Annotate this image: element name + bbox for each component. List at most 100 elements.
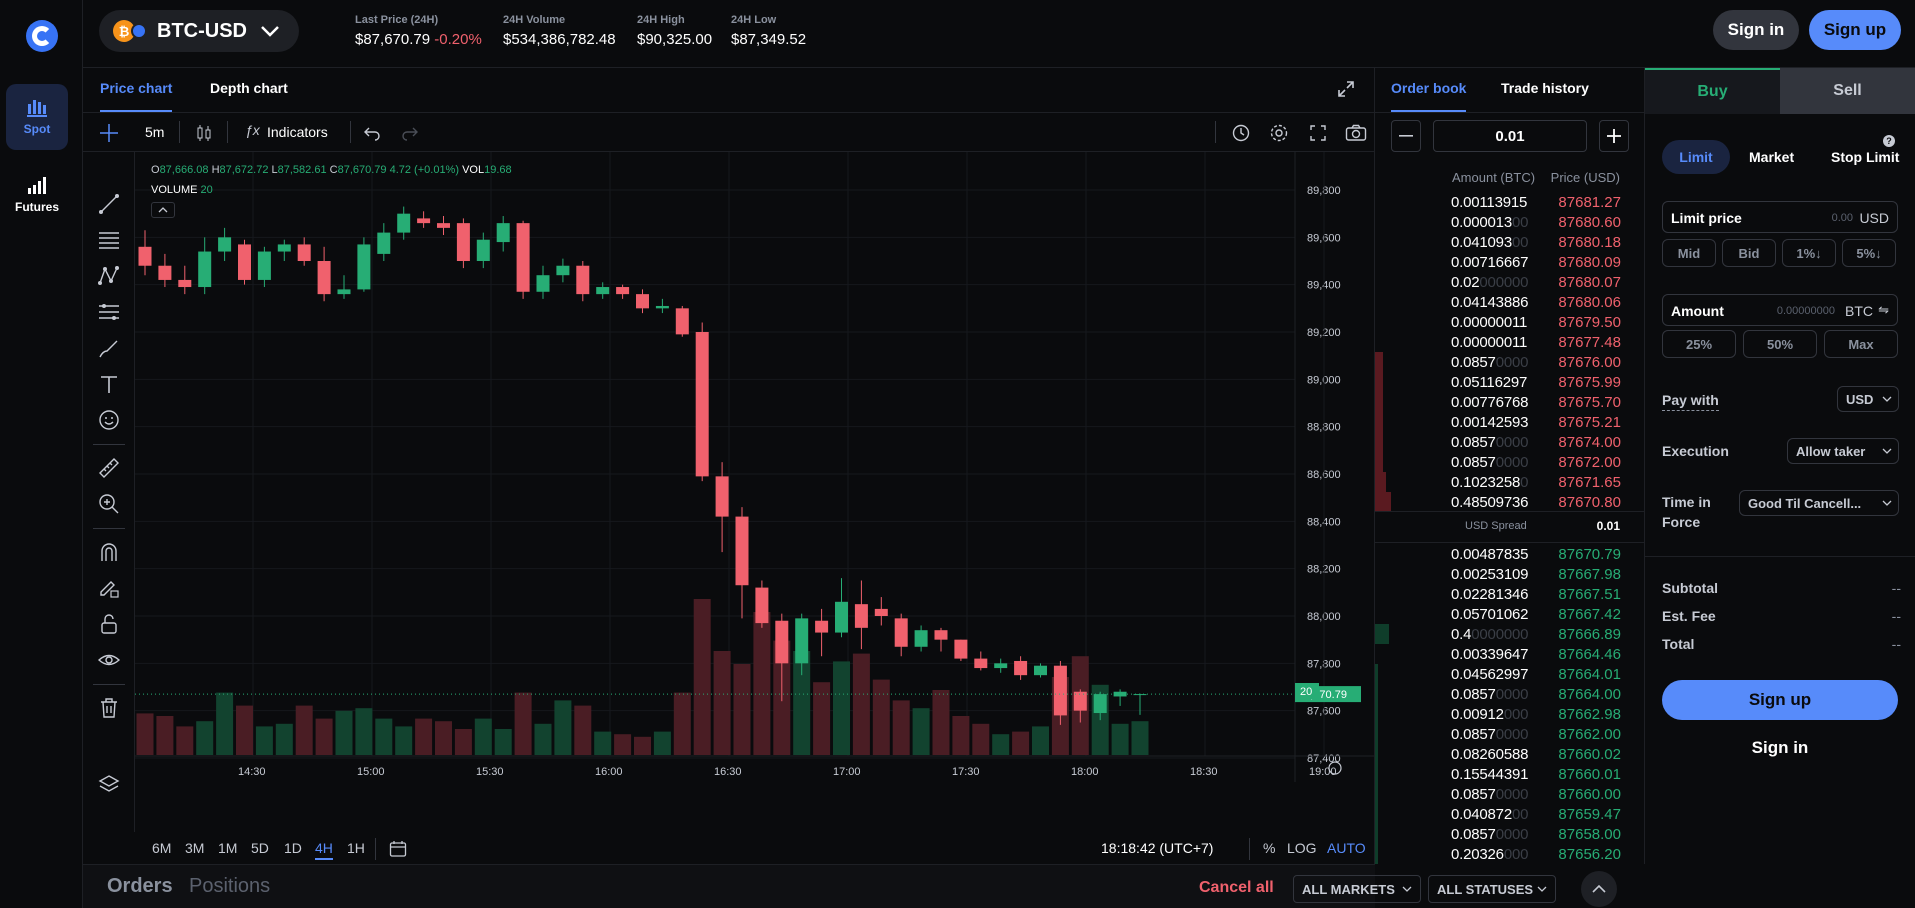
nav-spot[interactable]: Spot [6,84,68,150]
buy-tab[interactable]: Buy [1645,68,1780,114]
orderbook-row[interactable]: 0.20326000 87656.20 [1375,844,1645,864]
orderbook-row[interactable]: 0.48509736 87670.80 [1375,492,1645,512]
price-chart[interactable]: 89,800 89,600 89,400 89,200 89,000 88,800 88,6… [135,152,1375,782]
orderbook-row[interactable]: 0.04087200 87659.47 [1375,804,1645,824]
zoom-in-icon[interactable] [97,492,121,516]
calendar-range-icon[interactable] [389,840,407,858]
amount-25-button[interactable]: 25% [1662,330,1736,358]
horizontal-lines-icon[interactable] [97,228,121,252]
orderbook-row[interactable]: 0.10232580 87671.65 [1375,472,1645,492]
sell-tab[interactable]: Sell [1780,68,1915,114]
tab-order-book[interactable]: Order book [1391,80,1467,112]
tab-trade-history[interactable]: Trade history [1501,80,1589,96]
orderbook-row[interactable]: 0.08570000 87658.00 [1375,824,1645,844]
step-value[interactable]: 0.01 [1433,120,1587,152]
fullscreen-icon[interactable] [1309,124,1327,142]
orderbook-row[interactable]: 0.08260588 87660.02 [1375,744,1645,764]
orderbook-row[interactable]: 0.08570000 87674.00 [1375,432,1645,452]
trade-sign-in-button[interactable]: Sign in [1751,738,1809,757]
sign-up-button[interactable]: Sign up [1809,10,1901,50]
eye-icon[interactable] [97,648,121,672]
orderbook-row[interactable]: 0.00776768 87675.70 [1375,392,1645,412]
alert-clock-icon[interactable] [1231,123,1251,143]
orderbook-row[interactable]: 0.04562997 87664.01 [1375,664,1645,684]
pair-selector[interactable]: ₿ BTC-USD [99,10,299,52]
orderbook-row[interactable]: 0.00253109 87667.98 [1375,564,1645,584]
interval-button[interactable]: 5m [145,124,165,140]
orderbook-row[interactable]: 0.08570000 87672.00 [1375,452,1645,472]
orderbook-row[interactable]: 0.08570000 87664.00 [1375,684,1645,704]
amount-50-button[interactable]: 50% [1743,330,1817,358]
order-type-limit[interactable]: Limit [1662,140,1730,174]
orderbook-row[interactable]: 0.00912000 87662.98 [1375,704,1645,724]
redo-icon[interactable] [401,125,419,141]
cancel-all-button[interactable]: Cancel all [1199,879,1274,896]
limit-price-field[interactable]: Limit price 0.00 USD [1662,201,1898,233]
collapse-legend-button[interactable] [151,202,175,218]
trend-line-icon[interactable] [97,192,121,216]
tab-depth-chart[interactable]: Depth chart [210,80,288,96]
order-type-stop-limit[interactable]: Stop Limit [1831,149,1900,165]
price-bid-button[interactable]: Bid [1722,239,1776,267]
auto-toggle[interactable]: AUTO [1327,840,1366,856]
price-1pct-button[interactable]: 1%↓ [1782,239,1836,267]
sign-in-button[interactable]: Sign in [1713,10,1799,50]
pattern-icon[interactable] [97,264,121,288]
orderbook-row[interactable]: 0.05116297 87675.99 [1375,372,1645,392]
orderbook-row[interactable]: 0.00487835 87670.79 [1375,544,1645,564]
candlestick-chart-svg[interactable]: 89,80089,60089,40089,20089,00088,80088,6… [135,152,1375,782]
orderbook-row[interactable]: 0.00716667 87680.09 [1375,252,1645,272]
layers-icon[interactable] [97,772,121,796]
unlock-icon[interactable] [97,612,121,636]
lock-pencil-icon[interactable] [97,576,121,600]
tf-1d[interactable]: 1D [284,840,302,856]
settings-gear-icon[interactable] [1269,123,1289,143]
camera-icon[interactable] [1345,124,1367,142]
markets-filter[interactable]: ALL MARKETS [1293,875,1421,903]
expand-icon[interactable] [1337,80,1355,98]
orderbook-row[interactable]: 0.00142593 87675.21 [1375,412,1645,432]
orderbook-row[interactable]: 0.04143886 87680.06 [1375,292,1645,312]
emoji-icon[interactable] [97,408,121,432]
orderbook-row[interactable]: 0.00001300 87680.60 [1375,212,1645,232]
text-tool-icon[interactable] [97,372,121,396]
orderbook-row[interactable]: 0.40000000 87666.89 [1375,624,1645,644]
trash-icon[interactable] [97,696,121,720]
expand-orders-button[interactable] [1581,871,1617,907]
amount-max-button[interactable]: Max [1824,330,1898,358]
help-icon[interactable]: ? [1883,135,1895,147]
tf-1h[interactable]: 1H [347,840,365,856]
order-type-market[interactable]: Market [1749,149,1795,165]
tf-1m[interactable]: 1M [218,840,238,856]
tf-6m[interactable]: 6M [152,840,172,856]
tab-positions[interactable]: Positions [189,875,271,897]
price-5pct-button[interactable]: 5%↓ [1842,239,1896,267]
amount-field[interactable]: Amount 0.00000000 BTC ⇋ [1662,294,1898,326]
tf-3m[interactable]: 3M [185,840,205,856]
coinbase-logo[interactable] [26,20,58,52]
statuses-filter[interactable]: ALL STATUSES [1428,875,1556,903]
tab-orders[interactable]: Orders [107,875,173,897]
orderbook-row[interactable]: 0.04109300 87680.18 [1375,232,1645,252]
orderbook-row[interactable]: 0.02281346 87667.51 [1375,584,1645,604]
fib-retracement-icon[interactable] [97,300,121,324]
tf-5d[interactable]: 5D [251,840,269,856]
orderbook-row[interactable]: 0.02000000 87680.07 [1375,272,1645,292]
orderbook-row[interactable]: 0.05701062 87667.42 [1375,604,1645,624]
price-mid-button[interactable]: Mid [1662,239,1716,267]
swap-icon[interactable]: ⇋ [1878,302,1889,317]
execution-select[interactable]: Allow taker [1787,438,1899,464]
increase-step-button[interactable] [1599,120,1629,152]
orderbook-row[interactable]: 0.08570000 87660.00 [1375,784,1645,804]
time-in-force-select[interactable]: Good Til Cancell... [1739,490,1899,516]
nav-futures[interactable]: Futures [6,162,68,228]
decrease-step-button[interactable] [1391,120,1421,152]
crosshair-icon[interactable] [99,123,119,143]
orderbook-row[interactable]: 0.15544391 87660.01 [1375,764,1645,784]
undo-icon[interactable] [363,125,381,141]
orderbook-row[interactable]: 0.08570000 87662.00 [1375,724,1645,744]
magnet-icon[interactable] [97,540,121,564]
orderbook-row[interactable]: 0.00000011 87679.50 [1375,312,1645,332]
ruler-icon[interactable] [97,456,121,480]
orderbook-row[interactable]: 0.00000011 87677.48 [1375,332,1645,352]
